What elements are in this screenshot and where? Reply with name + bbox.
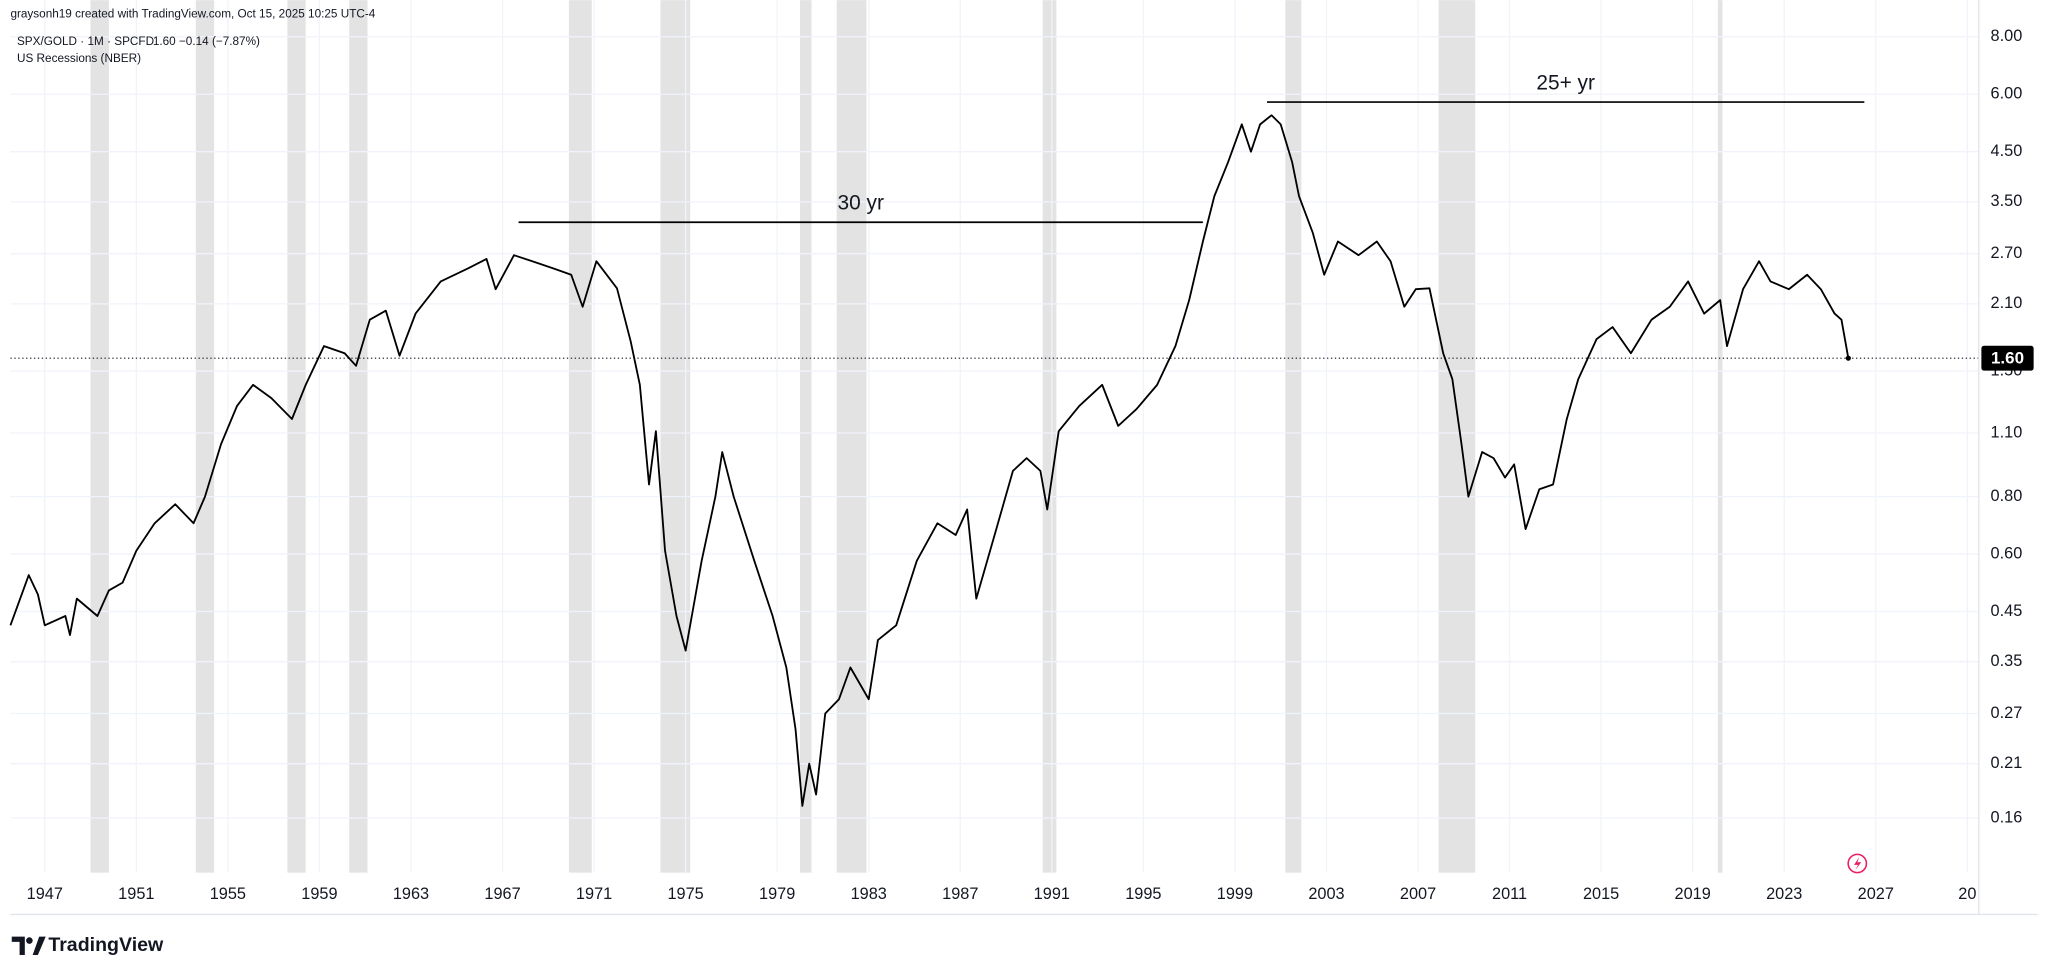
recession-band: [1717, 0, 1723, 873]
x-tick-label: 1963: [393, 885, 429, 903]
y-tick-label: 1.10: [1991, 423, 2023, 441]
x-tick-label: 2007: [1400, 885, 1436, 903]
legend-series: SPX/GOLD · 1M · SPCFD: [17, 35, 154, 48]
last-point: [1845, 355, 1851, 361]
y-tick-label: 2.70: [1991, 244, 2023, 262]
x-tick-label: 1975: [667, 885, 703, 903]
legend-quote: 1.60 −0.14 (−7.87%): [153, 35, 260, 48]
y-tick-label: 0.60: [1991, 544, 2023, 562]
price-line-series: [9, 114, 1850, 807]
recession-band: [1285, 0, 1302, 873]
price-badge: [1981, 345, 2034, 371]
y-tick-label: 6.00: [1991, 85, 2023, 103]
y-tick-label: 0.27: [1991, 704, 2023, 722]
x-tick-label: 2011: [1492, 885, 1527, 903]
recession-band: [287, 0, 306, 873]
y-tick-label: 0.80: [1991, 487, 2023, 505]
alert-icon[interactable]: [1847, 853, 1868, 874]
recession-band: [836, 0, 867, 873]
plot-area: 30 yr 25+ yr: [9, 0, 1979, 873]
recession-band: [568, 0, 592, 873]
x-tick-label: 1959: [301, 885, 337, 903]
x-tick-label: 2027: [1858, 885, 1894, 903]
y-tick-label: 3.50: [1991, 192, 2023, 210]
y-tick-label: 0.35: [1991, 652, 2023, 670]
x-tick-label: 1971: [576, 885, 612, 903]
x-tick-label: 2015: [1583, 885, 1619, 903]
x-tick-label: 1991: [1034, 885, 1070, 903]
recession-band: [1438, 0, 1476, 873]
legend-bands: US Recessions (NBER): [17, 52, 141, 65]
x-tick-label: 1999: [1217, 885, 1253, 903]
price-badge-label: 1.60: [1991, 348, 2024, 367]
x-tick-label: 1987: [942, 885, 978, 903]
x-tick-label: 1951: [118, 885, 154, 903]
recession-band: [195, 0, 215, 873]
recession-band: [1042, 0, 1057, 873]
x-tick-label: 1979: [759, 885, 795, 903]
y-tick-label: 8.00: [1991, 27, 2023, 45]
y-tick-label: 0.45: [1991, 602, 2023, 620]
x-tick-label: 1995: [1125, 885, 1161, 903]
x-tick-label: 2003: [1308, 885, 1344, 903]
x-tick-label: 1955: [210, 885, 246, 903]
brand-logo: [11, 936, 46, 955]
y-tick-label: 4.50: [1991, 142, 2023, 160]
brand-text: TradingView: [48, 934, 164, 956]
x-tick-label: 2023: [1766, 885, 1802, 903]
credit: graysonh19 created with TradingView.com,…: [10, 8, 375, 21]
annotation-text: 25+ yr: [1536, 71, 1595, 94]
x-tick-label: 1947: [27, 885, 63, 903]
x-tick-label: 2019: [1675, 885, 1711, 903]
y-tick-label: 0.21: [1991, 754, 2023, 772]
recession-band: [90, 0, 109, 873]
y-tick-label: 0.16: [1991, 808, 2023, 826]
recession-band: [800, 0, 812, 873]
annotation-text: 30 yr: [838, 192, 884, 215]
recession-band: [349, 0, 368, 873]
x-tick-label: 1967: [484, 885, 520, 903]
y-tick-label: 2.10: [1991, 294, 2023, 312]
x-tick-label: 20: [1958, 885, 1976, 903]
x-tick-label: 1983: [851, 885, 887, 903]
